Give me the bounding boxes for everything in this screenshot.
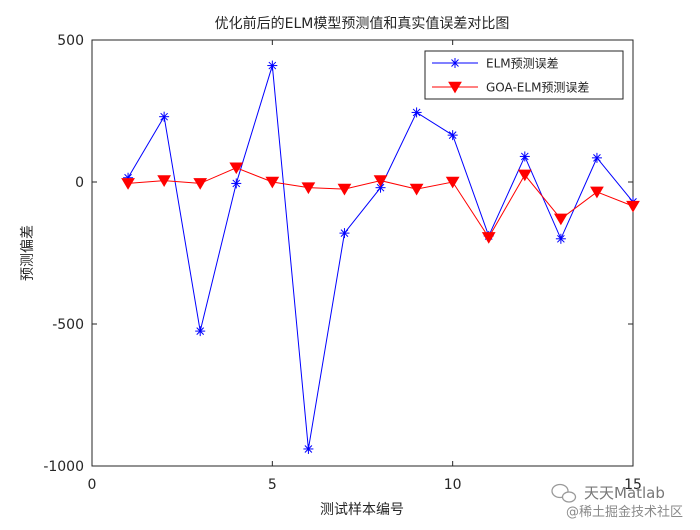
legend-label: ELM预测误差 <box>486 57 559 71</box>
data-point <box>555 233 566 244</box>
plot-area <box>91 39 634 467</box>
x-tick-label: 5 <box>268 477 277 493</box>
data-point <box>411 107 422 118</box>
watermark-subtitle: @稀土掘金技术社区 <box>566 504 683 520</box>
y-tick-label: -1000 <box>43 459 84 475</box>
legend: ELM预测误差 GOA-ELM预测误差 <box>424 50 624 100</box>
data-point <box>193 178 208 190</box>
data-point <box>590 186 604 199</box>
data-point <box>157 175 172 187</box>
x-tick-label: 0 <box>88 477 97 493</box>
chart-title: 优化前后的ELM模型预测值和真实值误差对比图 <box>215 15 510 32</box>
series-0 <box>123 60 638 454</box>
data-point <box>373 175 388 187</box>
data-point <box>229 162 244 175</box>
data-point <box>447 130 458 141</box>
data-point <box>375 182 386 193</box>
data-point <box>301 182 316 195</box>
x-tick-label: 15 <box>624 477 642 493</box>
data-point <box>591 152 602 163</box>
legend-marker <box>448 81 462 94</box>
data-point <box>626 200 640 213</box>
data-point <box>519 151 530 162</box>
y-tick-label: 500 <box>57 33 84 49</box>
data-point <box>339 228 350 239</box>
x-axis-title: 测试样本编号 <box>320 502 404 518</box>
legend-entry-elm: ELM预测误差 <box>432 57 559 71</box>
watermark-title: 天天Matlab <box>584 484 665 502</box>
series-1 <box>121 162 640 244</box>
data-point <box>445 176 460 189</box>
data-point <box>481 232 496 244</box>
y-tick-label: 0 <box>75 175 84 191</box>
series-layer <box>121 60 640 454</box>
wechat-icon <box>551 483 577 503</box>
legend-entry-goa-elm: GOA-ELM预测误差 <box>432 81 589 95</box>
legend-marker <box>450 58 460 68</box>
legend-label: GOA-ELM预测误差 <box>486 81 589 95</box>
y-tick-label: -500 <box>52 317 84 333</box>
data-point <box>195 326 206 337</box>
y-axis-title: 预测偏差 <box>20 225 36 281</box>
x-tick-label: 10 <box>444 477 462 493</box>
data-point <box>337 183 352 196</box>
axis-ticks: 0 5 10 15 -1000 -500 0 500 <box>43 33 642 493</box>
data-point <box>303 443 314 454</box>
legend-box <box>424 50 624 100</box>
data-point <box>121 178 135 190</box>
data-point <box>231 178 242 189</box>
data-point <box>409 183 424 196</box>
data-point <box>517 169 532 182</box>
data-point <box>553 213 568 226</box>
watermark: 天天Matlab @稀土掘金技术社区 <box>551 483 683 520</box>
data-point <box>159 111 170 122</box>
data-point <box>265 176 280 189</box>
data-point <box>267 60 278 71</box>
